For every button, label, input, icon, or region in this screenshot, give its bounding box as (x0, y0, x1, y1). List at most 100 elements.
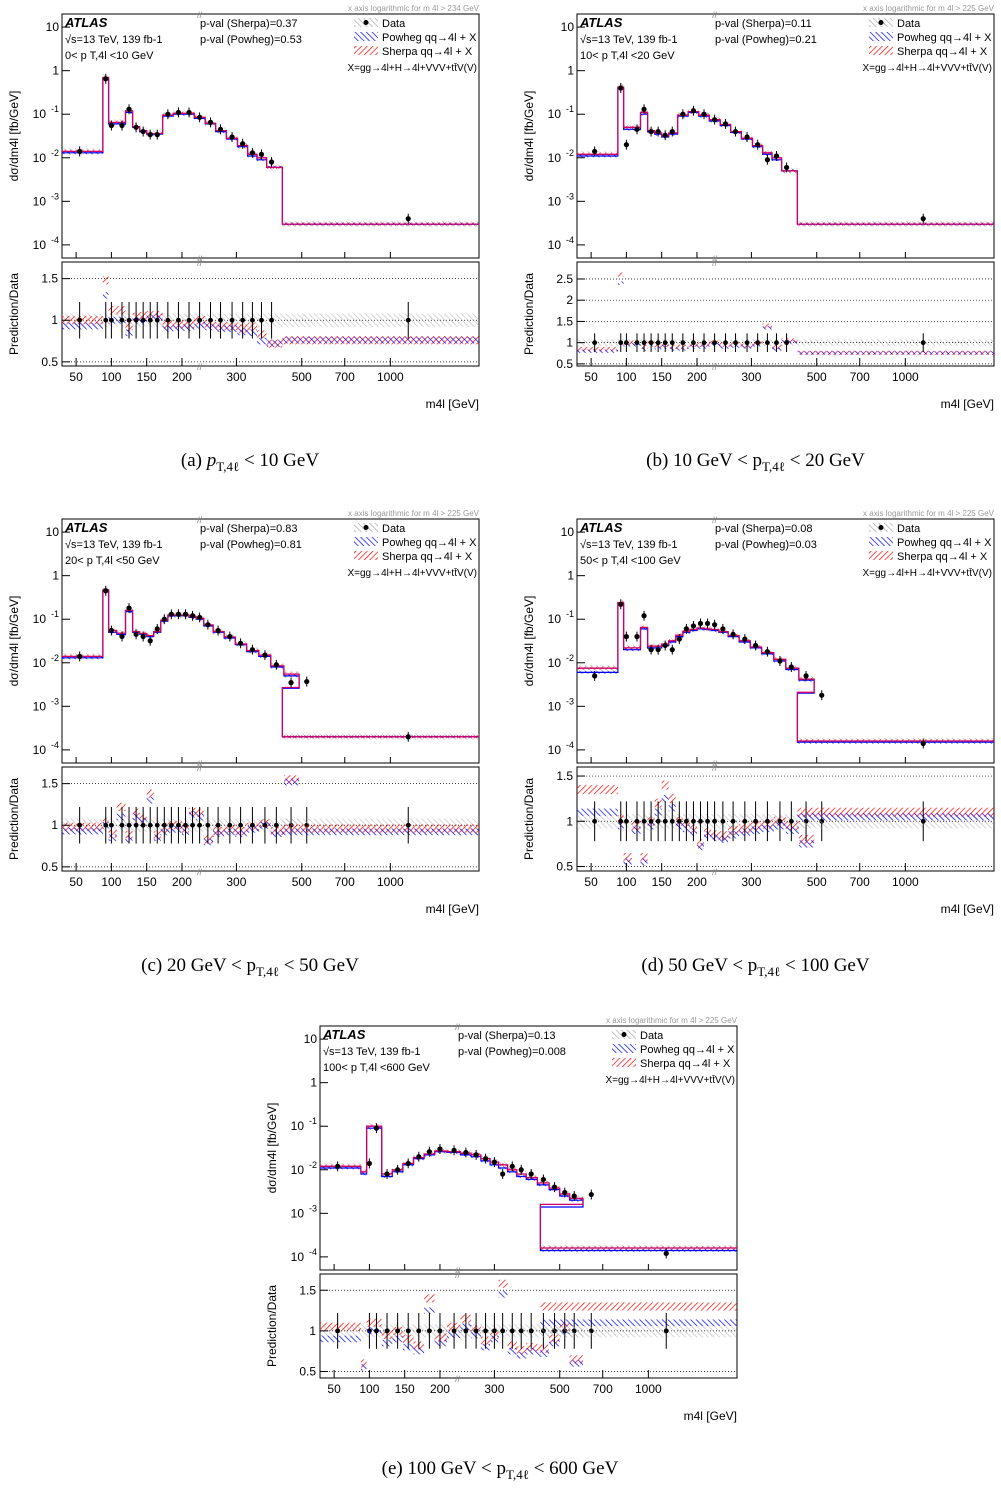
legend-swatch (869, 32, 893, 41)
xlabel: m4l [GeV] (684, 1409, 737, 1423)
ratio-point (405, 317, 411, 323)
x-tick-label: 200 (172, 875, 192, 889)
data-point (528, 1171, 534, 1177)
legend-label: Sherpa qq→4l + X (640, 1058, 731, 1070)
ratio-point (753, 818, 758, 824)
ratio-powheg (718, 835, 729, 843)
ratio-point (335, 1328, 341, 1334)
ratio-tick-label: 1.5 (41, 272, 58, 286)
ratio-sherpa (577, 346, 618, 352)
ratio-powheg (282, 336, 479, 344)
ratio-ylabel: Prediction/Data (522, 273, 536, 355)
caption-d-text: 50 GeV < p (668, 955, 758, 976)
energy-lumi: √s=13 TeV, 139 fb-1 (65, 34, 162, 46)
x-tick-label: 200 (430, 1382, 450, 1396)
data-point (186, 109, 192, 116)
data-point (197, 114, 203, 120)
legend-data-marker (363, 20, 369, 25)
data-point (205, 622, 211, 628)
x-tick-label: 1000 (377, 875, 404, 889)
pval-sherpa: p-val (Sherpa)=0.83 (200, 523, 298, 535)
data-point (623, 142, 629, 148)
pval-sherpa: p-val (Sherpa)=0.37 (200, 18, 298, 30)
y-tick-exp: -3 (566, 191, 574, 201)
ratio-uncert (577, 339, 618, 347)
log-note: x axis logarithmic for m 4l > 225 GeV (863, 509, 995, 518)
caption-a-suffix: < 10 GeV (239, 450, 320, 471)
ratio-powheg (498, 1291, 508, 1298)
ratio-powheg (203, 838, 214, 846)
x-tick-label: 300 (741, 370, 761, 384)
x-tick-label: 500 (550, 1382, 570, 1396)
panel-e: 10 1 10 -1 10 -2 10 -3 10 -4 0.5 1 1.5 50 100 150 200 300… (258, 1012, 758, 1423)
data-point (304, 678, 310, 685)
ratio-powheg (62, 322, 103, 330)
ratio-point (416, 1328, 422, 1334)
ratio-point (227, 822, 233, 828)
ratio-point (186, 317, 192, 323)
ratio-point (259, 317, 264, 323)
ratio-sherpa (102, 276, 109, 285)
data-point (416, 1154, 422, 1160)
y-tick-label: 10 (548, 151, 562, 165)
caption-e: (e) 100 GeV < pT,4ℓ < 600 GeV (250, 1458, 750, 1483)
y-tick-label: 1 (52, 64, 59, 78)
ratio-point (774, 340, 779, 346)
y-tick-label: 10 (548, 238, 562, 252)
ratio-point (680, 340, 686, 346)
legend-swatch (869, 551, 893, 560)
data-point (140, 128, 146, 135)
y-tick-label: 10 (33, 151, 47, 165)
ratio-tick-label: 0.5 (41, 355, 58, 369)
data-point (704, 620, 711, 627)
ratio-point (691, 818, 696, 824)
data-point (720, 626, 726, 632)
ratio-sherpa (424, 1294, 435, 1303)
log-note: x axis logarithmic for m 4l > 225 GeV (863, 4, 995, 13)
bin-label: 20< p T,4l <50 GeV (65, 555, 160, 567)
data-point (712, 622, 718, 628)
x-tick-label: 150 (137, 370, 157, 384)
bin-label: 0< p T,4l <10 GeV (65, 50, 154, 62)
axis-break-mark: // (455, 1266, 461, 1276)
ratio-ylabel: Prediction/Data (7, 778, 21, 860)
y-tick-exp: -1 (51, 609, 59, 619)
x-tick-label: 500 (292, 875, 312, 889)
ratio-point (705, 818, 710, 824)
ratio-tick-label: 2 (566, 293, 573, 307)
data-point (249, 150, 256, 156)
ratio-point (250, 822, 255, 828)
ratio-point (108, 822, 114, 828)
ratio-point (190, 822, 195, 828)
ratio-powheg (257, 337, 267, 345)
panel-a: 10 1 10 -1 10 -2 10 -3 10 -4 0.5 1 1.5 50 100 150 200 300… (0, 0, 500, 411)
data-point (405, 1160, 411, 1167)
axis-break-mark: // (197, 867, 203, 877)
legend-swatch (869, 537, 893, 546)
data-point (119, 633, 125, 640)
data-point (108, 627, 114, 634)
data-point (197, 614, 203, 621)
axis-break-mark: // (712, 10, 718, 20)
ratio-point (655, 340, 661, 346)
ratio-point (215, 822, 221, 828)
ratio-ylabel: Prediction/Data (522, 778, 536, 860)
data-point (258, 151, 265, 157)
ratio-powheg (797, 351, 994, 355)
data-point (803, 673, 809, 679)
ratio-point (273, 822, 279, 828)
ratio-sherpa (785, 821, 799, 831)
legend-data-marker (363, 525, 369, 530)
data-point (103, 76, 109, 82)
data-point (655, 128, 661, 135)
ratio-powheg (62, 827, 103, 835)
y-tick-label: 10 (548, 656, 562, 670)
data-point (509, 1163, 515, 1169)
y-tick-label: 10 (291, 1119, 305, 1133)
ratio-point (77, 317, 83, 323)
x-tick-label: 1000 (892, 370, 919, 384)
axis-break-mark: // (455, 1270, 461, 1280)
y-tick-label: 10 (291, 1250, 305, 1264)
caption-d-suffix: < 100 GeV (780, 955, 870, 976)
data-point (147, 132, 153, 138)
